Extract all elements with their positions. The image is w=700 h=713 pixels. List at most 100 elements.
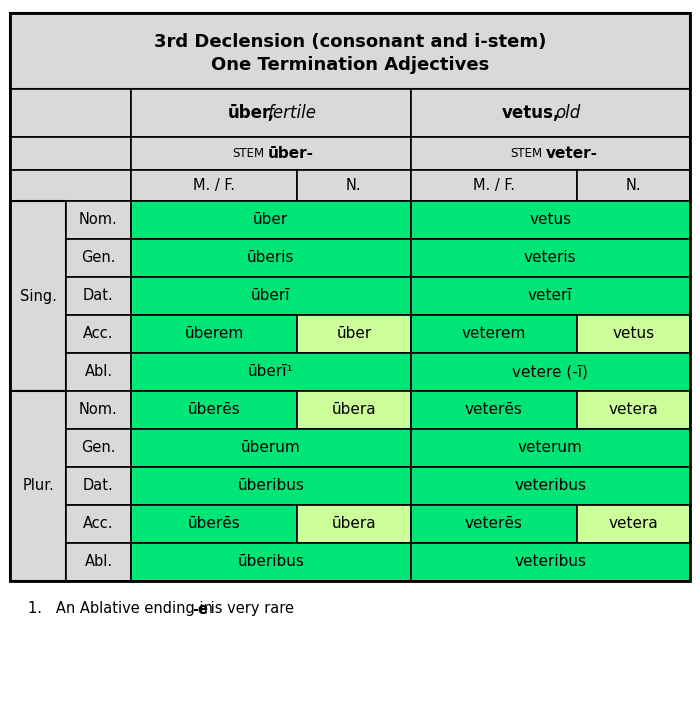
Text: ūberī¹: ūberī¹ bbox=[248, 364, 293, 379]
Text: veteribus: veteribus bbox=[514, 555, 587, 570]
Text: Nom.: Nom. bbox=[79, 212, 118, 227]
Bar bbox=[131, 89, 410, 137]
Bar bbox=[577, 505, 690, 543]
Bar bbox=[298, 170, 410, 201]
Text: 3rd Declension (consonant and i-stem): 3rd Declension (consonant and i-stem) bbox=[154, 33, 546, 51]
Text: veter-: veter- bbox=[546, 146, 598, 161]
Text: Dat.: Dat. bbox=[83, 289, 114, 304]
Bar bbox=[410, 543, 690, 581]
Text: ūber: ūber bbox=[336, 327, 372, 342]
Text: vetus: vetus bbox=[529, 212, 571, 227]
Bar bbox=[131, 170, 298, 201]
Text: ūberem: ūberem bbox=[185, 327, 244, 342]
Bar bbox=[410, 137, 690, 170]
Bar bbox=[410, 391, 577, 429]
Bar bbox=[131, 277, 410, 315]
Bar bbox=[10, 13, 690, 581]
Text: veteris: veteris bbox=[524, 250, 577, 265]
Text: ūber-: ūber- bbox=[267, 146, 314, 161]
Text: veterēs: veterēs bbox=[465, 516, 523, 531]
Bar bbox=[131, 353, 410, 391]
Text: veterem: veterem bbox=[461, 327, 526, 342]
Bar bbox=[410, 277, 690, 315]
Text: Sing.: Sing. bbox=[20, 289, 57, 304]
Bar bbox=[131, 137, 410, 170]
Text: veterī: veterī bbox=[528, 289, 573, 304]
Bar bbox=[66, 277, 131, 315]
Bar bbox=[66, 505, 131, 543]
Bar bbox=[410, 315, 577, 353]
Bar bbox=[410, 353, 690, 391]
Text: Gen.: Gen. bbox=[81, 441, 116, 456]
Bar bbox=[66, 543, 131, 581]
Text: M. / F.: M. / F. bbox=[473, 178, 514, 193]
Text: Plur.: Plur. bbox=[22, 478, 54, 493]
Text: ūberis: ūberis bbox=[247, 250, 295, 265]
Bar bbox=[66, 353, 131, 391]
Bar bbox=[10, 201, 66, 391]
Bar bbox=[10, 137, 131, 170]
Bar bbox=[10, 391, 66, 581]
Text: ūberibus: ūberibus bbox=[237, 478, 304, 493]
Bar bbox=[131, 315, 298, 353]
Text: ūber,: ūber, bbox=[228, 104, 275, 122]
Bar bbox=[10, 89, 131, 137]
Text: Acc.: Acc. bbox=[83, 327, 113, 342]
Text: Dat.: Dat. bbox=[83, 478, 114, 493]
Bar bbox=[10, 13, 690, 89]
Bar bbox=[131, 391, 298, 429]
Text: Gen.: Gen. bbox=[81, 250, 116, 265]
Text: ūber: ūber bbox=[253, 212, 288, 227]
Bar bbox=[131, 239, 410, 277]
Bar bbox=[131, 429, 410, 467]
Text: vetera: vetera bbox=[608, 403, 658, 418]
Bar bbox=[298, 391, 410, 429]
Text: ūberum: ūberum bbox=[241, 441, 300, 456]
Bar bbox=[66, 391, 131, 429]
Text: vetus: vetus bbox=[612, 327, 654, 342]
Bar bbox=[66, 467, 131, 505]
Bar bbox=[66, 239, 131, 277]
Text: 1.   An Ablative ending in: 1. An Ablative ending in bbox=[28, 602, 218, 617]
Text: veteribus: veteribus bbox=[514, 478, 587, 493]
Bar bbox=[577, 315, 690, 353]
Bar bbox=[131, 201, 410, 239]
Text: N.: N. bbox=[346, 178, 362, 193]
Bar bbox=[66, 201, 131, 239]
Text: veterum: veterum bbox=[518, 441, 582, 456]
Text: STEM: STEM bbox=[510, 147, 542, 160]
Bar bbox=[131, 467, 410, 505]
Text: ūberēs: ūberēs bbox=[188, 516, 241, 531]
Text: Abl.: Abl. bbox=[85, 555, 113, 570]
Text: ūberī: ūberī bbox=[251, 289, 290, 304]
Text: vetere (-ī): vetere (-ī) bbox=[512, 364, 588, 379]
Text: N.: N. bbox=[626, 178, 641, 193]
Bar bbox=[577, 170, 690, 201]
Bar bbox=[131, 505, 298, 543]
Text: ūbera: ūbera bbox=[332, 516, 376, 531]
Text: vetus,: vetus, bbox=[502, 104, 561, 122]
Text: STEM: STEM bbox=[232, 147, 265, 160]
Bar bbox=[66, 429, 131, 467]
Bar bbox=[410, 239, 690, 277]
Text: ūbera: ūbera bbox=[332, 403, 376, 418]
Text: -e: -e bbox=[193, 602, 209, 617]
Bar bbox=[10, 170, 131, 201]
Bar bbox=[410, 201, 690, 239]
Text: old: old bbox=[556, 104, 581, 122]
Text: ūberibus: ūberibus bbox=[237, 555, 304, 570]
Text: vetera: vetera bbox=[608, 516, 658, 531]
Bar bbox=[298, 505, 410, 543]
Text: Abl.: Abl. bbox=[85, 364, 113, 379]
Bar bbox=[66, 315, 131, 353]
Text: Nom.: Nom. bbox=[79, 403, 118, 418]
Bar bbox=[410, 467, 690, 505]
Text: ūberēs: ūberēs bbox=[188, 403, 241, 418]
Bar bbox=[410, 429, 690, 467]
Bar bbox=[410, 170, 577, 201]
Text: Acc.: Acc. bbox=[83, 516, 113, 531]
Text: M. / F.: M. / F. bbox=[193, 178, 235, 193]
Text: fertile: fertile bbox=[268, 104, 317, 122]
Text: is very rare: is very rare bbox=[206, 602, 294, 617]
Text: veterēs: veterēs bbox=[465, 403, 523, 418]
